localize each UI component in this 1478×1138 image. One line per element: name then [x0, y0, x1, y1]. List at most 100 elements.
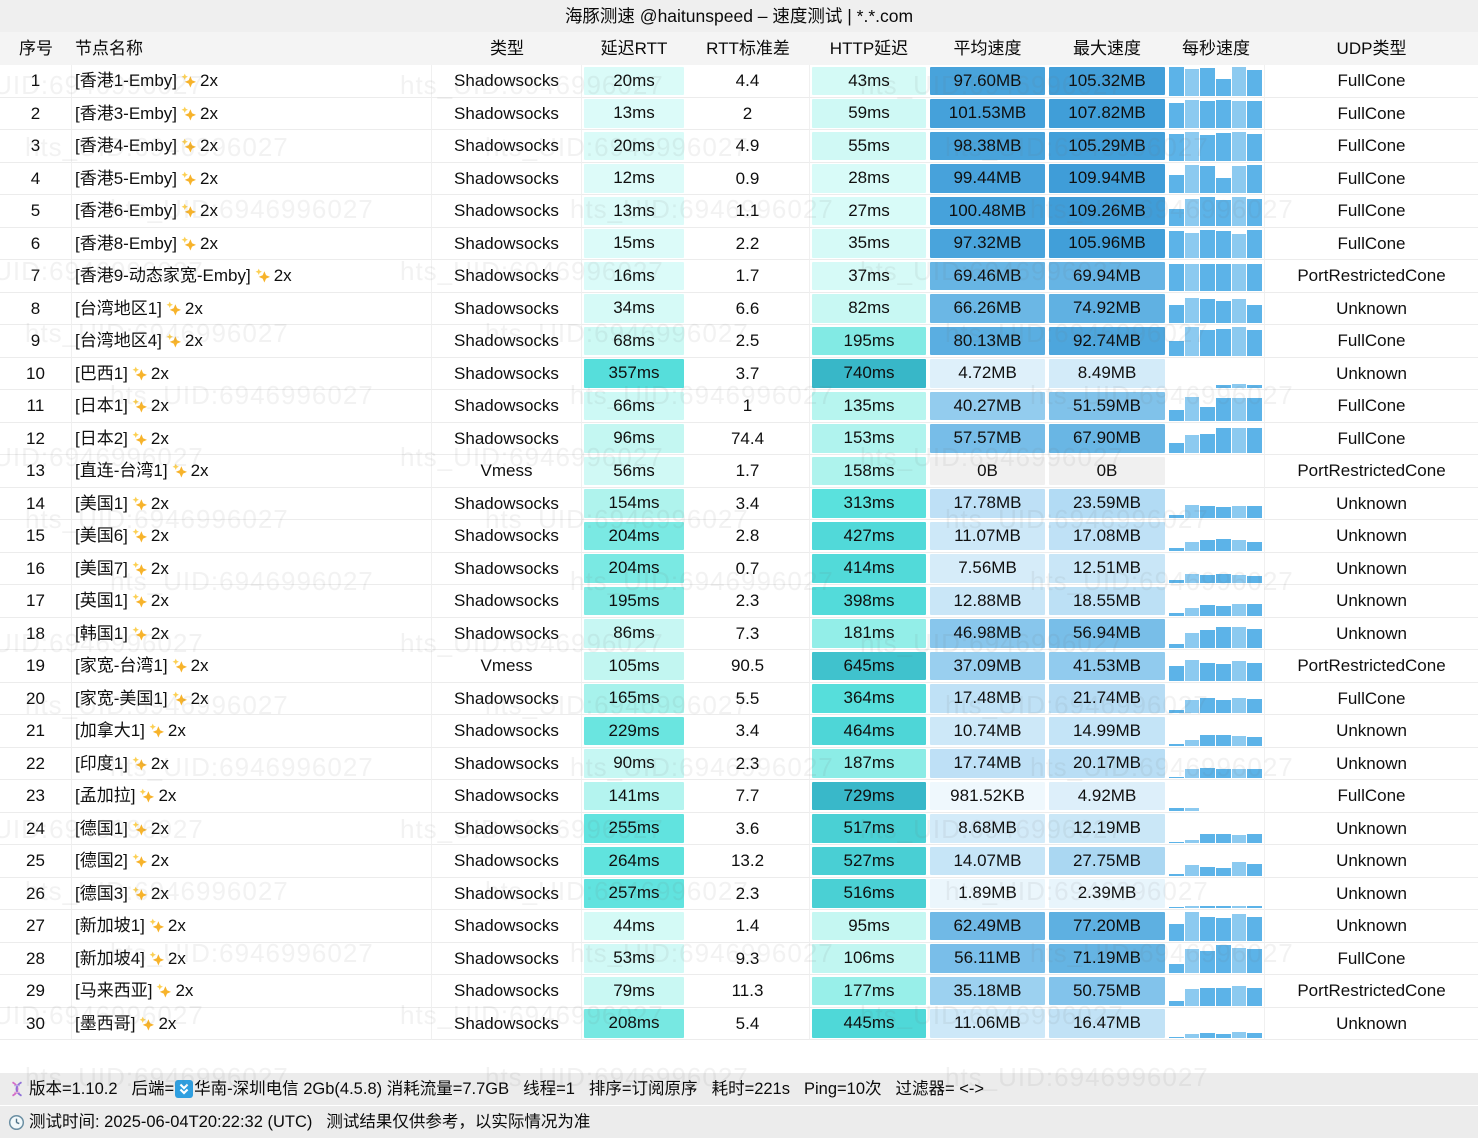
cell-http-latency: 106ms	[810, 943, 928, 975]
cell-index: 20	[0, 682, 72, 715]
speed-sparkline	[1169, 749, 1263, 778]
cell-index: 6	[0, 227, 72, 260]
cell-max-speed: 21.74MB	[1047, 683, 1167, 715]
cell-max-speed: 12.51MB	[1047, 553, 1167, 585]
sparkle-icon	[132, 398, 147, 413]
speed-sparkline	[1169, 229, 1263, 258]
speed-sparkline	[1169, 99, 1263, 128]
cell-rtt-stddev: 9.3	[686, 942, 810, 975]
cell-http-latency: 364ms	[810, 683, 928, 715]
cell-avg-speed: 17.74MB	[928, 748, 1047, 780]
cell-node-name: [德国1] 2x	[72, 812, 432, 845]
col-udp-type: UDP类型	[1336, 39, 1407, 58]
cell-type: Shadowsocks	[432, 747, 582, 780]
cell-speed-chart	[1167, 1007, 1265, 1040]
cell-node-name: [香港3-Emby] 2x	[72, 97, 432, 130]
cell-type: Shadowsocks	[432, 162, 582, 195]
cell-max-speed: 67.90MB	[1047, 423, 1167, 455]
cell-avg-speed: 11.06MB	[928, 1008, 1047, 1040]
node-multiplier: 2x	[150, 818, 169, 838]
cell-latency-rtt: 204ms	[582, 553, 686, 585]
cell-rtt-stddev: 2.3	[686, 877, 810, 910]
node-multiplier: 2x	[150, 883, 169, 903]
node-name-text: [巴西1]	[75, 363, 128, 383]
node-multiplier: 2x	[200, 168, 218, 188]
cell-udp-type: FullCone	[1265, 423, 1478, 455]
table-row: 14 [美国1] 2x Shadowsocks 154ms 3.4 313ms 17.78MB…	[0, 487, 1478, 520]
cell-udp-type: FullCone	[1265, 195, 1478, 228]
cell-udp-type: PortRestrictedCone	[1265, 260, 1478, 293]
speed-sparkline	[1169, 684, 1263, 713]
sparkle-icon	[139, 788, 155, 803]
cell-type: Shadowsocks	[432, 812, 582, 845]
sparkle-icon	[172, 658, 187, 673]
sparkle-icon	[132, 593, 147, 608]
cell-speed-chart	[1167, 292, 1265, 325]
cell-latency-rtt: 96ms	[582, 423, 686, 455]
cell-latency-rtt: 141ms	[582, 780, 686, 813]
node-multiplier: 2x	[200, 136, 218, 155]
cell-max-speed: 20.17MB	[1047, 748, 1167, 780]
cell-latency-rtt: 208ms	[582, 1008, 686, 1040]
cell-avg-speed: 62.49MB	[928, 910, 1047, 943]
footer-time-line: 测试时间: 2025-06-04T20:22:32 (UTC) 测试结果仅供参考…	[0, 1106, 1478, 1138]
cell-http-latency: 729ms	[810, 780, 928, 813]
cell-speed-chart	[1167, 260, 1265, 293]
speed-sparkline	[1169, 944, 1263, 973]
cell-type: Shadowsocks	[432, 325, 582, 358]
cell-type: Vmess	[432, 650, 582, 683]
cell-max-speed: 14.99MB	[1047, 715, 1167, 748]
cell-http-latency: 527ms	[810, 845, 928, 878]
table-row: 21 [加拿大1] 2x Shadowsocks 229ms 3.4 464ms 10.74M…	[0, 715, 1478, 748]
cell-speed-chart	[1167, 845, 1265, 878]
node-name-text: [香港1-Emby]	[75, 71, 178, 90]
cell-avg-speed: 17.78MB	[928, 488, 1047, 520]
cell-rtt-stddev: 0.7	[686, 552, 810, 585]
speed-sparkline	[1169, 66, 1263, 96]
cell-http-latency: 516ms	[810, 878, 928, 910]
cell-max-speed: 105.96MB	[1047, 228, 1167, 260]
cell-rtt-stddev: 2.3	[686, 585, 810, 618]
cell-avg-speed: 99.44MB	[928, 163, 1047, 195]
table-row: 13 [直连-台湾1] 2x Vmess 56ms 1.7 158ms 0B 0B PortRes…	[0, 455, 1478, 488]
cell-avg-speed: 40.27MB	[928, 390, 1047, 423]
cell-avg-speed: 80.13MB	[928, 325, 1047, 358]
cell-type: Shadowsocks	[432, 422, 582, 455]
table-row: 12 [日本2] 2x Shadowsocks 96ms 74.4 153ms 57.57MB…	[0, 422, 1478, 455]
col-type: 类型	[490, 39, 524, 58]
table-row: 7 [香港9-动态家宽-Emby] 2x Shadowsocks 16ms 1.7 37ms…	[0, 260, 1478, 293]
footer-disclaimer: 测试结果仅供参考，以实际情况为准	[326, 1113, 591, 1131]
col-latency-rtt: 延迟RTT	[600, 39, 668, 58]
table-row: 18 [韩国1] 2x Shadowsocks 86ms 7.3 181ms 46.98MB 5…	[0, 617, 1478, 650]
speed-sparkline	[1169, 261, 1263, 291]
cell-index: 16	[0, 552, 72, 585]
cell-udp-type: FullCone	[1265, 98, 1478, 130]
cell-max-speed: 12.19MB	[1047, 813, 1167, 845]
cell-node-name: [英国1] 2x	[72, 585, 432, 618]
cell-index: 2	[0, 97, 72, 130]
footer-filter: 过滤器= <->	[895, 1080, 985, 1098]
cell-http-latency: 95ms	[810, 910, 928, 943]
sparkle-icon	[132, 626, 147, 641]
cell-avg-speed: 100.48MB	[928, 195, 1047, 228]
cell-max-speed: 16.47MB	[1047, 1008, 1167, 1040]
speed-sparkline	[1169, 424, 1263, 453]
speed-sparkline	[1169, 846, 1263, 876]
node-multiplier: 2x	[167, 721, 186, 740]
cell-udp-type: PortRestrictedCone	[1265, 650, 1478, 683]
cell-node-name: [直连-台湾1] 2x	[72, 455, 432, 488]
cell-http-latency: 464ms	[810, 715, 928, 748]
cell-max-speed: 27.75MB	[1047, 845, 1167, 878]
cell-udp-type: FullCone	[1265, 163, 1478, 195]
cell-rtt-stddev: 5.4	[686, 1007, 810, 1040]
cell-max-speed: 92.74MB	[1047, 325, 1167, 358]
cell-avg-speed: 4.72MB	[928, 358, 1047, 390]
cell-index: 18	[0, 617, 72, 650]
cell-type: Shadowsocks	[432, 1007, 582, 1040]
cell-max-speed: 105.29MB	[1047, 130, 1167, 163]
cell-type: Shadowsocks	[432, 552, 582, 585]
table-row: 23 [孟加拉] 2x Shadowsocks 141ms 7.7 729ms 981.52K…	[0, 780, 1478, 813]
cell-avg-speed: 7.56MB	[928, 553, 1047, 585]
cell-type: Shadowsocks	[432, 942, 582, 975]
cell-http-latency: 187ms	[810, 748, 928, 780]
